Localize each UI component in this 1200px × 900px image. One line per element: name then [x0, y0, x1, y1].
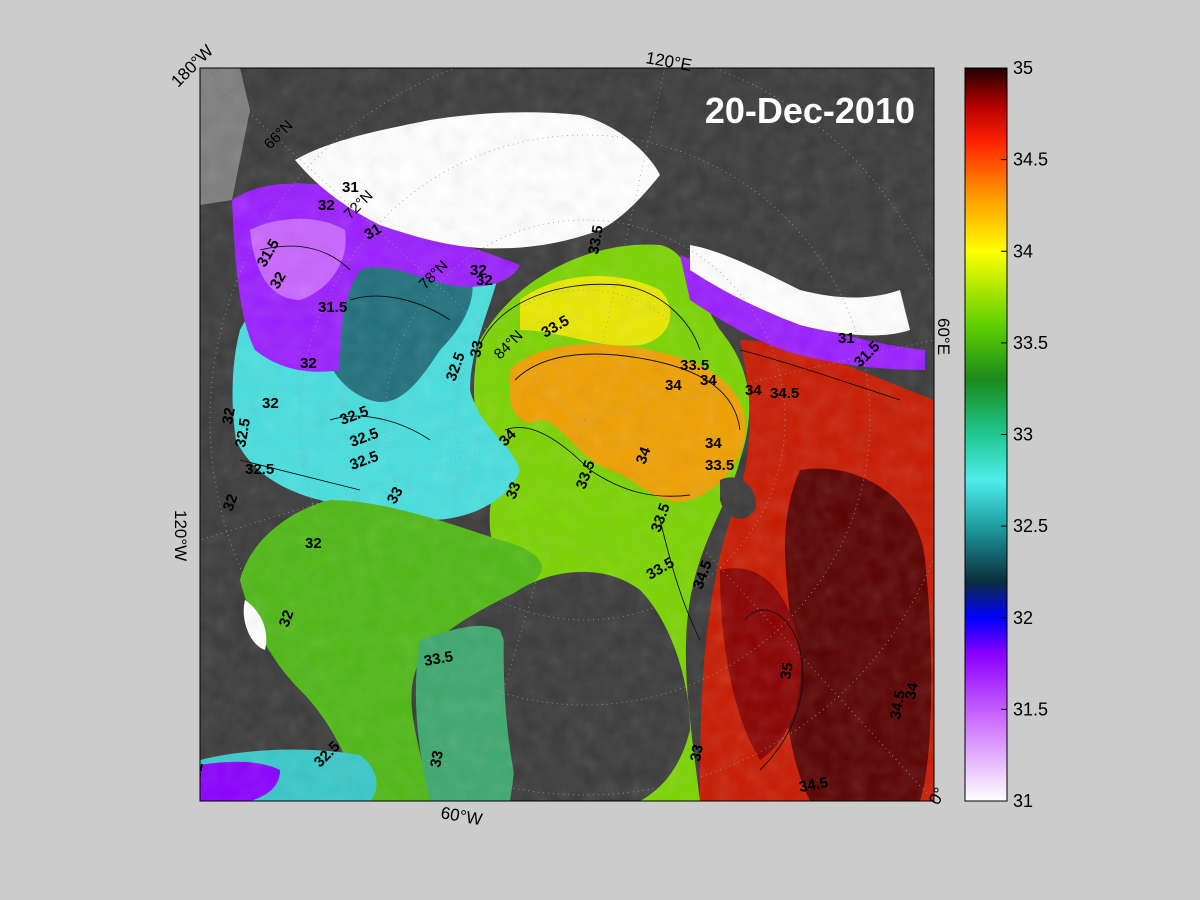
- contour-label: 32: [305, 535, 322, 552]
- colorbar-tick-label: 34: [1013, 241, 1033, 261]
- colorbar-tick-label: 34.5: [1013, 150, 1048, 170]
- contour-label: 31: [342, 179, 359, 196]
- contour-label: 34: [700, 372, 717, 389]
- texture-overlay: [200, 68, 934, 801]
- colorbar-tick-label: 32: [1013, 608, 1033, 628]
- contour-label: 32: [219, 406, 239, 425]
- contour-label: 34: [745, 382, 762, 399]
- contour-label: 33: [503, 480, 525, 501]
- date-label: 20-Dec-2010: [705, 90, 915, 131]
- lon-label-120w: 120°W: [171, 510, 190, 561]
- contour-label: 33.5: [705, 457, 734, 474]
- contour-label: 35: [777, 661, 797, 680]
- colorbar-scale: [964, 67, 1008, 802]
- contour-label: 32: [187, 761, 207, 780]
- colorbar: 35 34.5 34 33.5 33 32.5 32 31.5 31: [964, 58, 1048, 811]
- contour-label: 34: [902, 681, 922, 701]
- contour-label: 31: [838, 330, 855, 347]
- contour-label: 33: [384, 484, 407, 507]
- contour-label: 31.5: [318, 299, 347, 316]
- contour-label: 34: [705, 435, 722, 452]
- contour-label: 33.5: [680, 357, 709, 374]
- contour-label: 34: [633, 444, 655, 466]
- colorbar-tick-label: 33.5: [1013, 333, 1048, 353]
- contour-label: 32.5: [232, 417, 254, 449]
- contour-label: 34: [665, 377, 682, 394]
- contour-label: 34.5: [887, 689, 909, 721]
- contour-label: 34.5: [770, 385, 799, 402]
- contour-label: 33.5: [585, 224, 607, 256]
- contour-label: 32: [276, 608, 298, 629]
- contour-label: 32: [220, 492, 242, 513]
- contour-label: 32: [267, 269, 290, 292]
- colorbar-tick-label: 31: [1013, 791, 1033, 811]
- lon-label-60w: 60°W: [439, 803, 483, 829]
- contour-label: 32.5: [245, 461, 274, 478]
- contour-label: 33: [467, 339, 487, 358]
- contour-lines: [239, 245, 901, 771]
- contour-label: 33: [427, 749, 447, 768]
- graticule: [200, 68, 934, 801]
- lon-label-60e: 60°E: [934, 318, 953, 355]
- colorbar-tick-label: 32.5: [1013, 516, 1048, 536]
- contour-label: 33.5: [423, 648, 455, 670]
- contour-label: 32: [318, 197, 335, 214]
- contour-label: 32: [470, 262, 487, 279]
- contour-label: 32: [300, 355, 317, 372]
- colorbar-tick-label: 31.5: [1013, 699, 1048, 719]
- map-border: [199, 67, 935, 802]
- contour-label: 31: [362, 220, 385, 243]
- contour-label: 33: [687, 743, 707, 762]
- colorbar-ticks: 35 34.5 34 33.5 33 32.5 32 31.5 31: [1001, 58, 1048, 811]
- contour-label: 32: [262, 395, 279, 412]
- contour-label: 34.5: [798, 774, 830, 796]
- colorbar-tick-label: 33: [1013, 425, 1033, 445]
- colorbar-tick-label: 35: [1013, 58, 1033, 78]
- contour-label: 32: [476, 272, 493, 289]
- map-panel: 31323131.53231.5323232.53333.533.532.532…: [187, 68, 934, 801]
